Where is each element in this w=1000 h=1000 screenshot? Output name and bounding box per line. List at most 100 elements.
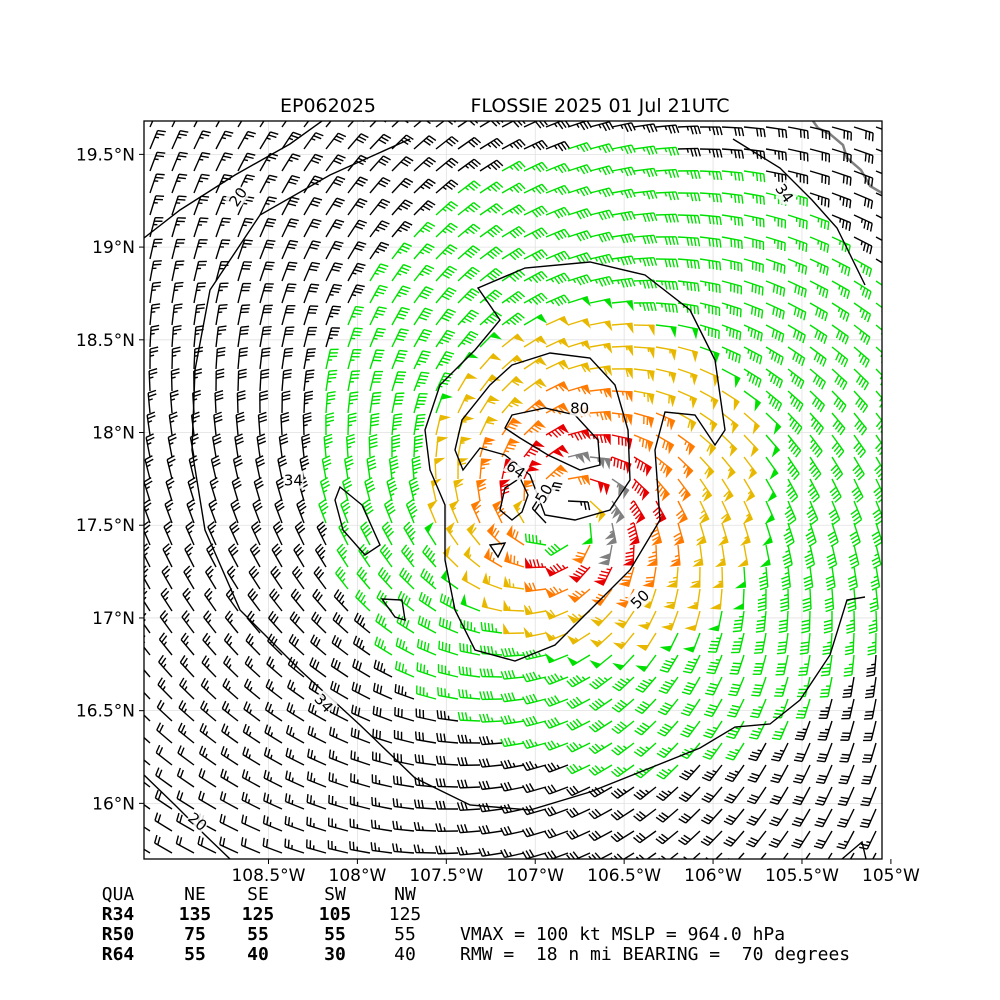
wind-barb: [201, 655, 217, 678]
wind-barb: [294, 521, 306, 546]
wind-barb: [523, 139, 548, 151]
wind-barb: [370, 819, 393, 832]
wind-barb: [371, 796, 393, 810]
radii-value: 125: [242, 904, 275, 925]
wind-barb: [435, 265, 458, 282]
contour-34-island-south: [380, 598, 406, 621]
wind-barb: [699, 456, 715, 480]
wind-barb: [247, 588, 261, 612]
wind-barb: [394, 683, 415, 700]
wind-barb: [435, 778, 459, 788]
wind-barb: [187, 477, 197, 502]
wind-barb: [391, 220, 413, 238]
wind-barb: [179, 677, 195, 700]
wind-barb: [369, 198, 391, 216]
wind-barb: [307, 748, 327, 766]
wind-barb: [663, 588, 679, 610]
wind-barb: [347, 241, 367, 260]
wind-barb: [699, 390, 719, 411]
wind-barb: [703, 720, 723, 739]
wind-barb: [149, 216, 164, 238]
wind-barb: [611, 188, 636, 199]
contour-label: 34: [283, 470, 304, 490]
wind-barb: [311, 611, 327, 634]
wind-barb: [479, 267, 503, 282]
wind-barb: [743, 346, 763, 365]
wind-barb: [347, 412, 357, 436]
wind-barb: [391, 306, 410, 326]
wind-barb: [248, 565, 261, 590]
wind-barb: [838, 764, 855, 785]
wind-barb: [840, 720, 855, 741]
wind-barb: [303, 305, 319, 326]
wind-barb: [545, 423, 570, 438]
wind-barb: [299, 455, 310, 480]
wind-barb: [655, 390, 676, 408]
wind-barb: [149, 281, 162, 304]
wind-barb: [397, 590, 415, 612]
wind-barb: [169, 389, 179, 414]
wind-barb: [589, 410, 612, 422]
wind-barb: [394, 660, 415, 678]
wind-barb: [321, 455, 332, 480]
wind-barb: [355, 589, 371, 612]
wind-barb: [679, 764, 701, 781]
wind-barb: [801, 610, 811, 634]
wind-barb: [281, 304, 296, 326]
wind-barb: [242, 746, 261, 766]
wind-barb: [677, 147, 701, 157]
wind-barb: [544, 673, 569, 685]
wind-barb: [246, 610, 261, 634]
wind-barb: [523, 335, 548, 348]
wind-barb: [523, 626, 547, 638]
wind-barb: [457, 223, 481, 238]
wind-barb: [156, 722, 173, 744]
wind-barb: [219, 813, 239, 832]
wind-barb: [655, 324, 677, 338]
wind-barb: [831, 390, 847, 413]
wind-barb: [611, 322, 634, 334]
radii-row-label: R64: [102, 944, 135, 965]
wind-barb: [709, 588, 723, 610]
wind-barb: [435, 351, 455, 370]
wind-barb: [280, 411, 290, 436]
wind-barb: [699, 302, 721, 316]
wind-barb: [171, 238, 186, 260]
wind-barb: [702, 742, 723, 760]
wind-barb: [831, 214, 852, 231]
wind-barb: [588, 852, 613, 859]
wind-barb: [413, 156, 437, 172]
wind-barb: [167, 433, 177, 458]
wind-barb: [267, 633, 283, 656]
wind-barb: [731, 632, 745, 654]
wind-barb: [750, 852, 767, 859]
wind-barb: [329, 726, 349, 744]
wind-barb: [656, 742, 679, 759]
y-tick-label: 17.5°N: [76, 516, 135, 536]
wind-barb: [281, 326, 295, 348]
wind-barb: [478, 847, 503, 857]
wind-barb: [223, 655, 239, 678]
wind-barb: [144, 543, 151, 568]
wind-barb: [655, 456, 673, 479]
wind-barb: [344, 455, 354, 480]
wind-barb: [418, 591, 437, 612]
wind-barb: [479, 181, 504, 194]
wind-barb: [303, 261, 321, 282]
wind-barb: [325, 348, 339, 370]
wind-barb: [655, 213, 679, 223]
wind-barb: [281, 196, 300, 216]
y-tick-label: 16°N: [92, 794, 135, 814]
wind-barb: [721, 412, 739, 434]
radii-value: 55: [247, 924, 269, 945]
wind-barb: [700, 808, 723, 825]
wind-barb: [545, 359, 570, 370]
wind-barb: [259, 121, 265, 128]
map-grid: [144, 121, 882, 859]
wind-barb: [328, 772, 349, 788]
wind-barb: [610, 764, 635, 778]
wind-barb: [413, 393, 428, 414]
wind-barb: [765, 148, 788, 161]
wind-barb: [259, 347, 271, 370]
